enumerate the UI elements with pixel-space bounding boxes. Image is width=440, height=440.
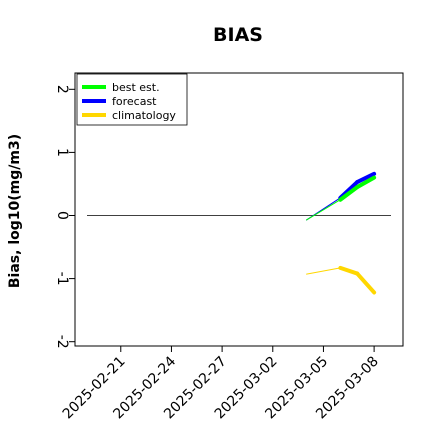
chart-title: BIAS	[213, 24, 263, 46]
y-axis-label: Bias, log10(mg/m3)	[7, 134, 23, 288]
y-ticks: -2 -1 0 1 2	[54, 85, 75, 349]
y-tick-label: 1	[54, 148, 70, 157]
legend-label: best est.	[112, 81, 160, 94]
plot-frame	[74, 72, 404, 347]
legend-label: climatology	[112, 109, 176, 122]
y-tick-label: -2	[54, 335, 70, 349]
series-segment-climatology	[355, 271, 377, 295]
series-layer	[306, 171, 377, 295]
series-segment-climatology	[338, 265, 360, 276]
series-segment-climatology	[306, 267, 341, 275]
y-tick-label: 2	[54, 85, 70, 94]
y-tick-label: -1	[54, 272, 70, 286]
series-segment-best-est	[355, 175, 377, 190]
x-ticks: 2025-02-212025-02-242025-02-272025-03-02…	[60, 346, 382, 422]
legend-label: forecast	[112, 95, 157, 108]
series-segment-forecast	[355, 171, 377, 185]
series-segment-best-est	[306, 199, 341, 221]
series-segment-best-est	[338, 185, 360, 202]
y-tick-label: 0	[54, 211, 70, 220]
